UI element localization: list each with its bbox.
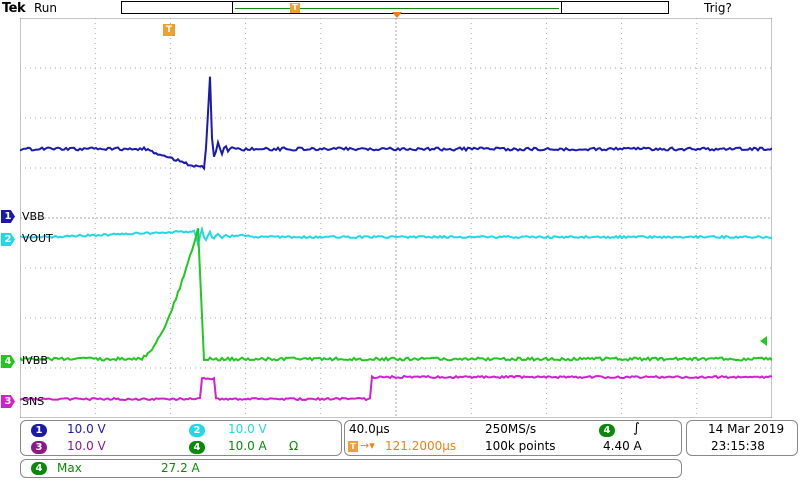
delay-marker-icon: T: [348, 441, 358, 452]
ch4-badge[interactable]: 4: [189, 441, 205, 454]
ch3-label: SNS: [22, 395, 44, 408]
time-display: 23:15:38: [711, 439, 765, 453]
ch3-ground-marker[interactable]: 3: [1, 395, 15, 408]
ch4-scale[interactable]: 10.0 A: [228, 439, 267, 453]
ch4-ground-marker[interactable]: 4: [1, 355, 15, 368]
ch1-scale[interactable]: 10.0 V: [67, 422, 106, 436]
trigger-status: Trig?: [704, 1, 732, 15]
ch3-badge[interactable]: 3: [31, 441, 47, 454]
ch1-ground-marker[interactable]: 1: [1, 210, 15, 223]
ch2-ground-marker[interactable]: 2: [1, 233, 15, 246]
ch4-label: IVBB: [22, 354, 48, 367]
record-trigger-marker: T: [290, 3, 300, 13]
acquisition-state[interactable]: Run: [34, 1, 57, 15]
sample-rate: 250MS/s: [485, 422, 536, 436]
trigger-source-badge[interactable]: 4: [599, 424, 615, 437]
datetime-panel: 14 Mar 2019 23:15:38: [686, 420, 798, 456]
delay-arrow-icon: →▾: [360, 439, 375, 452]
ch2-scale[interactable]: 10.0 V: [228, 422, 267, 436]
measurement-value: 27.2 A: [161, 461, 200, 475]
trigger-level[interactable]: 4.40 A: [603, 439, 642, 453]
waveform-graticule[interactable]: [20, 18, 772, 418]
measurement-name[interactable]: Max: [57, 461, 82, 475]
record-length: 100k points: [485, 439, 556, 453]
timebase-scale[interactable]: 40.0µs: [349, 422, 390, 436]
horizontal-delay[interactable]: 121.2000µs: [385, 439, 456, 453]
ch4-termination-icon: Ω: [289, 439, 298, 453]
ch2-label: VOUT: [22, 232, 53, 245]
ch1-label: VBB: [22, 210, 45, 223]
measurement-source-badge[interactable]: 4: [31, 462, 47, 475]
date-display: 14 Mar 2019: [708, 422, 784, 436]
trigger-level-arrow-icon[interactable]: [760, 336, 767, 346]
status-bar: Tek Run T Trig?: [0, 0, 800, 18]
brand-logo: Tek: [2, 1, 25, 16]
measurement-panel: 4 Max 27.2 A: [20, 459, 682, 478]
horizontal-trigger-panel: 40.0µs T →▾ 121.2000µs 250MS/s 100k poin…: [344, 420, 682, 456]
ch2-badge[interactable]: 2: [189, 424, 205, 437]
trigger-position-marker[interactable]: T: [163, 24, 175, 36]
channel-scale-panel: 1 10.0 V 2 10.0 V 3 10.0 V 4 10.0 A Ω: [20, 420, 342, 456]
ch1-badge[interactable]: 1: [31, 424, 47, 437]
ch3-scale[interactable]: 10.0 V: [67, 439, 106, 453]
rising-edge-icon[interactable]: ∫: [633, 421, 640, 436]
